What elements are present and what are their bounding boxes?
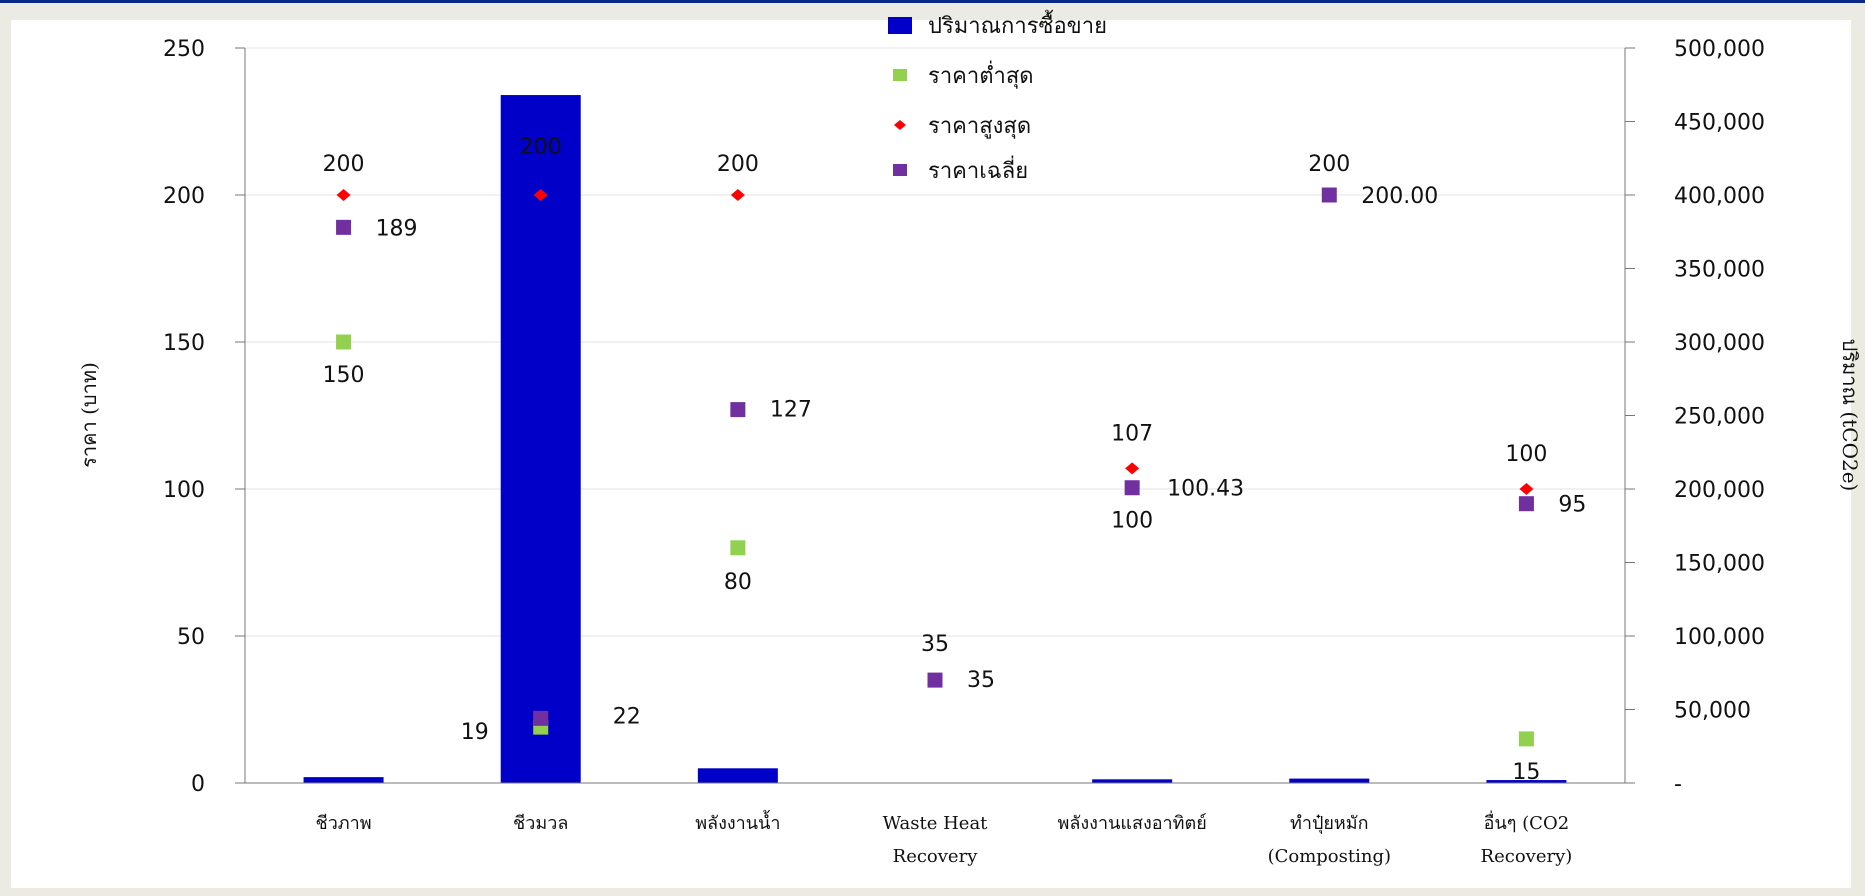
legend-swatch-max: [894, 120, 906, 130]
max-price-marker: [336, 189, 351, 201]
category-label: Recovery): [1481, 846, 1573, 867]
volume-bar: [697, 768, 778, 783]
data-label: 22: [613, 704, 641, 729]
right-axis-title: ปริมาณ (tCO2e): [1838, 339, 1862, 492]
data-label: 95: [1558, 493, 1586, 518]
left-tick-label: 0: [191, 772, 205, 797]
left-tick-label: 50: [177, 625, 205, 650]
category-label: ทำปุ๋ยหมัก: [1290, 813, 1369, 834]
max-price-marker: [730, 189, 745, 201]
category-label: อื่นๆ (CO2: [1484, 810, 1570, 834]
category-label: ชีวภาพ: [315, 813, 371, 834]
avg-price-marker: [730, 402, 746, 418]
left-tick-label: 200: [163, 184, 205, 209]
left-axis-title: ราคา (บาท): [77, 362, 101, 468]
data-label: 100: [1505, 442, 1547, 467]
volume-bars: [303, 95, 1567, 784]
data-label: 107: [1111, 421, 1153, 446]
price-volume-chart: 0 50 100 150 200 250 - 50,000 100,000 150,000 200,…: [11, 10, 1862, 888]
volume-bar: [1486, 780, 1567, 783]
data-label: 200.00: [1361, 184, 1438, 209]
legend-swatch-volume: [888, 17, 912, 34]
left-tick-label: 150: [163, 331, 205, 356]
min-price-marker: [336, 334, 352, 350]
category-label: พลังงานแสงอาทิตย์: [1057, 813, 1206, 834]
category-label: (Composting): [1268, 846, 1391, 867]
legend-label: ราคาต่ำสุด: [928, 60, 1034, 89]
data-label: 35: [967, 668, 995, 693]
data-labels: 200 189 150 200 22 19 200 127 80 35 35 107 100.43 100…: [323, 135, 1587, 785]
axes: 0 50 100 150 200 250 - 50,000 100,000 150,000 200,…: [77, 37, 1862, 867]
legend-swatch-square: [893, 164, 907, 176]
avg-price-marker: [533, 710, 549, 726]
data-label: 80: [724, 570, 752, 595]
data-label: 200: [717, 152, 759, 177]
avg-price-marker: [336, 219, 352, 235]
data-label: 189: [376, 216, 418, 241]
right-tick-label: 350,000: [1674, 258, 1765, 283]
right-tick-label: 200,000: [1674, 478, 1765, 503]
volume-bar: [1289, 778, 1370, 783]
right-tick-label: 500,000: [1674, 37, 1765, 62]
left-tick-label: 100: [163, 478, 205, 503]
right-tick-label: 250,000: [1674, 405, 1765, 430]
avg-price-marker: [927, 672, 943, 688]
data-label: 19: [461, 720, 489, 745]
price-markers: [336, 187, 1534, 747]
category-label: ชีวมวล: [513, 813, 568, 834]
legend-label: ราคาเฉลี่ย: [928, 155, 1028, 184]
volume-bar: [1092, 779, 1173, 783]
data-label: 200: [520, 135, 562, 160]
avg-price-marker: [1518, 496, 1534, 512]
data-label: 127: [770, 398, 812, 423]
max-price-marker: [1519, 483, 1534, 495]
avg-price-marker: [1124, 480, 1140, 496]
data-label: 200: [1308, 152, 1350, 177]
data-label: 15: [1512, 760, 1540, 785]
right-tick-label: 400,000: [1674, 184, 1765, 209]
category-label: พลังงานน้ำ: [695, 810, 780, 834]
right-tick-label: -: [1674, 772, 1682, 797]
right-tick-label: 450,000: [1674, 111, 1765, 136]
legend-swatch-square: [893, 69, 907, 81]
right-tick-label: 300,000: [1674, 331, 1765, 356]
data-label: 100.43: [1167, 477, 1244, 502]
avg-price-marker: [1321, 187, 1337, 203]
legend: ปริมาณการซื้อขายราคาต่ำสุดราคาสูงสุดราคา…: [888, 10, 1107, 184]
data-label: 200: [323, 152, 365, 177]
category-label: Waste Heat: [883, 813, 989, 834]
min-price-marker: [1518, 731, 1534, 747]
left-tick-label: 250: [163, 37, 205, 62]
max-price-marker: [1125, 462, 1140, 475]
volume-bar: [500, 95, 581, 784]
legend-label: ปริมาณการซื้อขาย: [928, 10, 1107, 39]
right-tick-label: 100,000: [1674, 625, 1765, 650]
right-tick-label: 150,000: [1674, 552, 1765, 577]
data-label: 100: [1111, 509, 1153, 534]
data-label: 35: [921, 632, 949, 657]
right-tick-label: 50,000: [1674, 699, 1751, 724]
volume-bar: [303, 777, 384, 783]
max-price-marker: [533, 189, 548, 201]
legend-label: ราคาสูงสุด: [928, 114, 1031, 139]
min-price-marker: [730, 540, 746, 556]
category-label: Recovery: [893, 846, 979, 867]
plot-area: [11, 20, 1851, 888]
data-label: 150: [323, 363, 365, 388]
